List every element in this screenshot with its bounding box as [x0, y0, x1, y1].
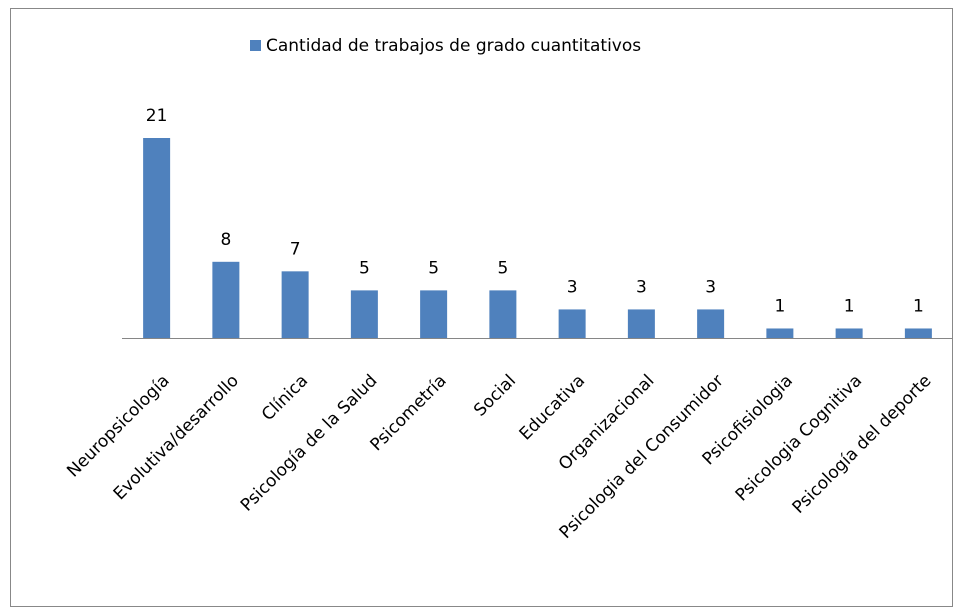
- legend-label: Cantidad de trabajos de grado cuantitati…: [266, 36, 641, 56]
- data-label: 1: [913, 296, 924, 316]
- bar: [489, 290, 517, 338]
- data-label: 8: [220, 230, 231, 250]
- data-label: 21: [146, 106, 168, 126]
- data-label: 3: [636, 277, 647, 297]
- bar: [420, 290, 448, 338]
- data-label: 5: [359, 258, 370, 278]
- bar: [904, 328, 932, 338]
- data-label: 1: [844, 296, 855, 316]
- data-label: 3: [705, 277, 716, 297]
- bar: [143, 138, 171, 338]
- bar: [835, 328, 863, 338]
- data-label: 7: [290, 239, 301, 259]
- bar: [766, 328, 794, 338]
- bar: [281, 271, 309, 338]
- data-label: 5: [428, 258, 439, 278]
- bar: [558, 309, 586, 338]
- data-label: 5: [497, 258, 508, 278]
- data-label: 3: [567, 277, 578, 297]
- data-label: 1: [774, 296, 785, 316]
- bar: [212, 261, 240, 338]
- bar: [627, 309, 655, 338]
- legend-swatch: [250, 40, 261, 51]
- bar: [350, 290, 378, 338]
- bar: [697, 309, 725, 338]
